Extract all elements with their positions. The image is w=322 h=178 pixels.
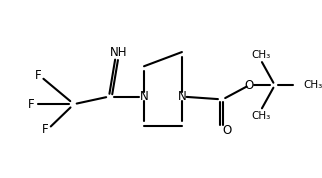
Text: N: N [140,90,148,103]
Text: CH₃: CH₃ [251,50,270,60]
Text: N: N [177,90,186,103]
Text: F: F [34,69,41,82]
Text: O: O [245,79,254,92]
Text: F: F [28,98,34,111]
Text: F: F [42,123,49,136]
Text: O: O [223,124,232,137]
Text: NH: NH [110,46,127,59]
Text: CH₃: CH₃ [303,80,322,90]
Text: CH₃: CH₃ [251,111,270,121]
